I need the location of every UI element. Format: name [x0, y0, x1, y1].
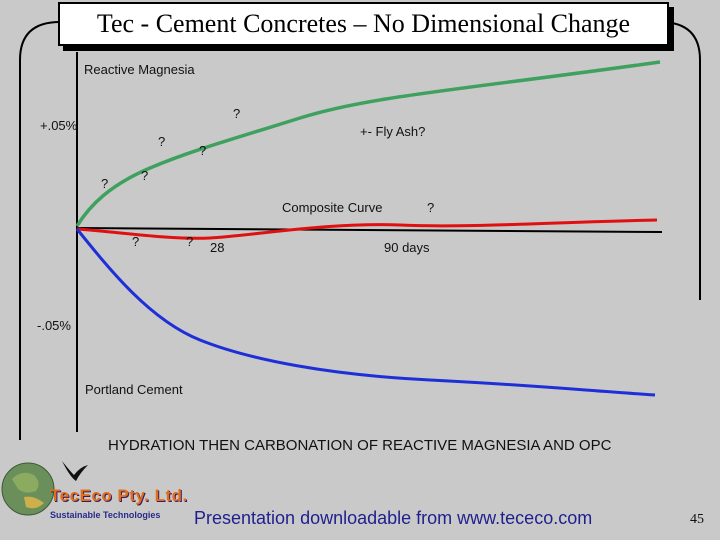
chart-caption: HYDRATION THEN CARBONATION OF REACTIVE M… [108, 437, 612, 454]
question-mark: ? [427, 200, 434, 215]
annotation-28: 28 [210, 240, 224, 255]
series-label-reactive-magnesia: Reactive Magnesia [84, 62, 195, 77]
tececo-logo [1, 461, 88, 516]
question-mark: ? [233, 106, 240, 121]
question-mark: ? [199, 143, 206, 158]
bird-icon [62, 461, 88, 481]
question-mark: ? [158, 134, 165, 149]
page-number: 45 [690, 512, 704, 527]
question-mark: ? [132, 234, 139, 249]
y-tick-positive: +.05% [40, 118, 78, 133]
slide-title: Tec - Cement Concretes – No Dimensional … [96, 9, 631, 38]
question-mark: ? [101, 176, 108, 191]
x-axis [76, 227, 663, 233]
portland-cement-line [75, 228, 656, 397]
question-mark: ? [141, 168, 148, 183]
question-mark: ? [186, 234, 193, 249]
composite-curve-line [76, 218, 658, 240]
y-tick-negative: -.05% [37, 318, 71, 333]
annotation-fly-ash: +- Fly Ash? [360, 124, 425, 139]
title-box: Tec - Cement Concretes – No Dimensional … [58, 2, 669, 46]
series-label-composite-curve: Composite Curve [282, 200, 382, 215]
reactive-magnesia-line [75, 60, 661, 227]
company-tagline: Sustainable Technologies [50, 510, 161, 520]
company-name: TecEco Pty. Ltd. [50, 486, 188, 505]
annotation-90-days: 90 days [384, 240, 430, 255]
series-label-portland-cement: Portland Cement [85, 382, 183, 397]
footer-link-text[interactable]: Presentation downloadable from www.tecec… [194, 508, 593, 528]
